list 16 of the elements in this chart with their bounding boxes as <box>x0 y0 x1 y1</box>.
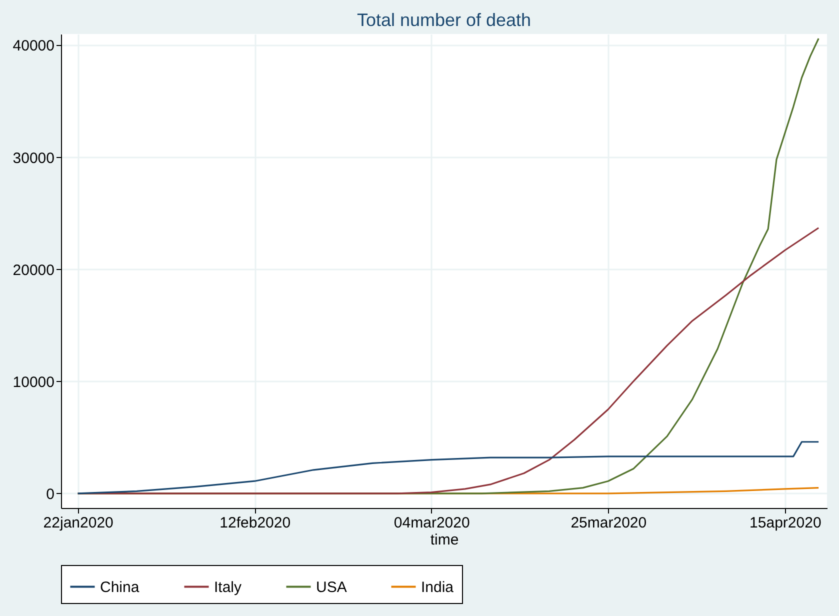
legend-label: China <box>100 578 140 596</box>
legend-label: USA <box>316 578 347 596</box>
x-axis-title: time <box>430 532 459 548</box>
x-tick-label: 12feb2020 <box>220 514 291 532</box>
legend-label: India <box>421 578 454 596</box>
x-tick-label: 22jan2020 <box>43 514 114 532</box>
y-tick-label: 10000 <box>12 374 54 391</box>
y-tick-label: 0 <box>46 486 54 503</box>
legend-label: Italy <box>214 578 242 596</box>
x-tick-label: 04mar2020 <box>394 514 470 532</box>
y-tick-label: 20000 <box>12 262 54 279</box>
chart-title: Total number of death <box>356 10 532 30</box>
y-tick-label: 40000 <box>12 38 54 55</box>
x-tick-label: 15apr2020 <box>750 514 822 532</box>
x-tick-label: 25mar2020 <box>570 514 647 532</box>
y-tick-label: 30000 <box>12 150 54 167</box>
